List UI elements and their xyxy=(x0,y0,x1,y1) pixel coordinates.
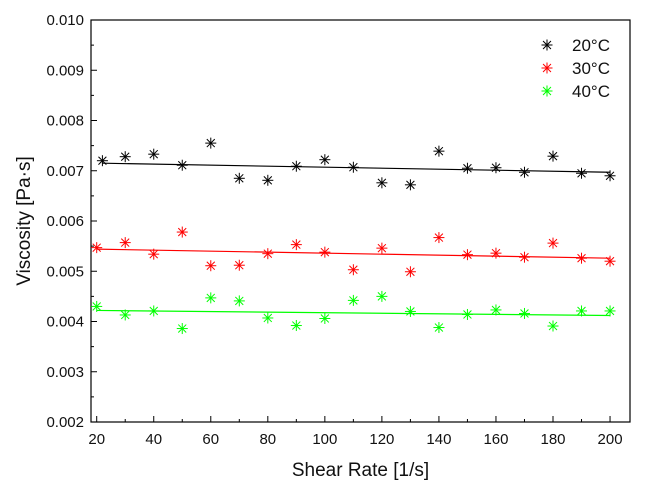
data-point xyxy=(576,252,588,264)
data-point xyxy=(576,167,588,179)
y-tick-label: 0.003 xyxy=(46,364,84,381)
data-point xyxy=(547,237,559,249)
data-point xyxy=(148,248,160,260)
y-tick-label: 0.004 xyxy=(46,314,84,331)
data-point xyxy=(518,166,530,178)
legend-marker xyxy=(541,62,553,74)
legend-label: 20°C xyxy=(572,36,610,55)
data-point xyxy=(490,162,502,174)
data-point xyxy=(262,174,274,186)
data-point xyxy=(376,177,388,189)
data-point xyxy=(233,295,245,307)
data-point xyxy=(205,292,217,304)
data-point xyxy=(319,154,331,166)
data-point xyxy=(347,294,359,306)
x-axis-title: Shear Rate [1/s] xyxy=(292,460,429,481)
data-point xyxy=(461,162,473,174)
data-point xyxy=(176,159,188,171)
data-point xyxy=(404,305,416,317)
x-tick-label: 80 xyxy=(259,431,276,448)
data-point xyxy=(176,226,188,238)
fit-line-2 xyxy=(96,309,611,317)
data-point xyxy=(119,237,131,249)
data-point xyxy=(490,247,502,259)
data-point xyxy=(290,239,302,251)
data-point xyxy=(176,323,188,335)
x-tick-label: 160 xyxy=(483,431,508,448)
x-tick-label: 120 xyxy=(369,431,394,448)
data-point xyxy=(576,305,588,317)
data-point xyxy=(262,248,274,260)
data-point xyxy=(461,249,473,261)
data-point xyxy=(148,305,160,317)
data-point xyxy=(404,266,416,278)
data-point xyxy=(433,232,445,244)
data-point xyxy=(205,260,217,272)
data-point xyxy=(319,312,331,324)
data-point xyxy=(347,264,359,276)
data-point xyxy=(461,308,473,320)
data-point xyxy=(290,160,302,172)
data-point xyxy=(119,309,131,321)
data-point xyxy=(376,242,388,254)
data-point xyxy=(604,255,616,267)
data-point xyxy=(404,179,416,191)
data-point xyxy=(290,320,302,332)
data-point xyxy=(148,148,160,160)
x-tick-label: 140 xyxy=(426,431,451,448)
data-point xyxy=(119,151,131,163)
y-tick-label: 0.002 xyxy=(46,414,84,431)
data-point xyxy=(233,259,245,271)
y-tick-label: 0.006 xyxy=(46,213,84,230)
data-point xyxy=(91,242,103,254)
legend-label: 30°C xyxy=(572,59,610,78)
data-point xyxy=(347,161,359,173)
x-tick-label: 60 xyxy=(202,431,219,448)
fit-line-1 xyxy=(96,248,611,259)
data-point xyxy=(518,307,530,319)
x-tick-label: 40 xyxy=(145,431,162,448)
y-axis-title: Viscosity [Pa·s] xyxy=(14,156,35,286)
data-point xyxy=(233,172,245,184)
y-tick-label: 0.009 xyxy=(46,62,84,79)
legend-marker xyxy=(541,85,553,97)
y-tick-label: 0.005 xyxy=(46,263,84,280)
data-point xyxy=(91,300,103,312)
x-tick-label: 20 xyxy=(88,431,105,448)
data-point xyxy=(433,322,445,334)
data-point xyxy=(205,137,217,149)
y-tick-label: 0.008 xyxy=(46,113,84,130)
data-point xyxy=(319,246,331,258)
data-point xyxy=(96,155,108,167)
y-tick-label: 0.010 xyxy=(46,12,84,29)
x-tick-label: 100 xyxy=(312,431,337,448)
y-tick-label: 0.007 xyxy=(46,163,84,180)
x-tick-label: 200 xyxy=(598,431,623,448)
data-point xyxy=(262,312,274,324)
data-point xyxy=(604,305,616,317)
plot-frame xyxy=(90,19,631,423)
legend-label: 40°C xyxy=(572,82,610,101)
data-point xyxy=(490,304,502,316)
data-point xyxy=(547,320,559,332)
legend-marker xyxy=(541,39,553,51)
data-point xyxy=(376,290,388,302)
x-tick-label: 180 xyxy=(540,431,565,448)
data-point xyxy=(604,170,616,182)
data-point xyxy=(518,251,530,263)
data-point xyxy=(433,145,445,157)
data-point xyxy=(547,150,559,162)
